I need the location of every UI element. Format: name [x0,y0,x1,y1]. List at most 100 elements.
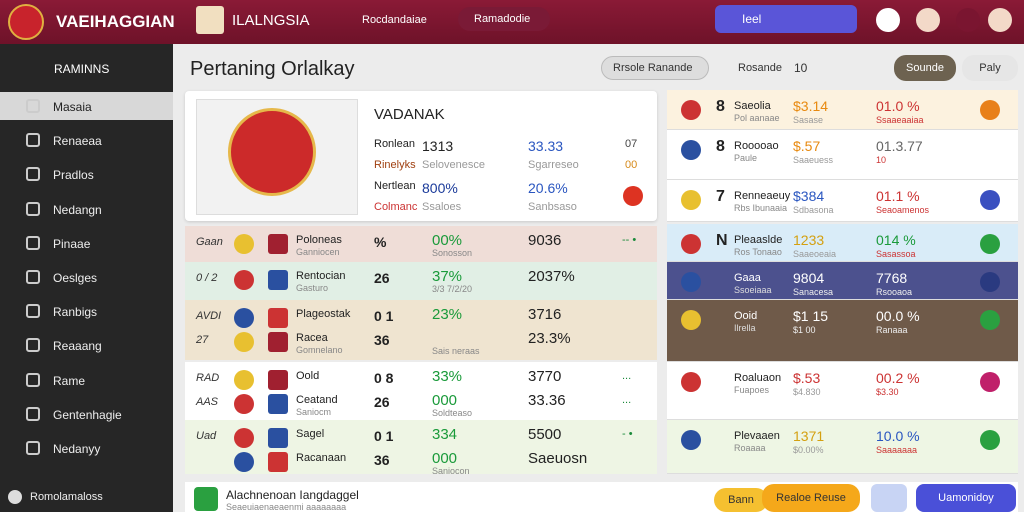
ranking-row [667,224,1018,262]
ranking-name[interactable]: Renneaeuy [734,190,791,202]
header-icon[interactable] [876,8,900,32]
ranking-badge[interactable] [980,100,1000,120]
match-row [185,362,657,420]
ranking-value: $1 15 [793,308,829,324]
sidebar-item[interactable]: Reaaang [53,339,102,354]
match-value: 23.3% [528,330,571,347]
ranking-row [667,130,1018,180]
ranking-logo [681,430,701,450]
footer-icon[interactable] [871,484,907,512]
search-text: Ieel [742,12,762,26]
ranking-sub: Rbs Ibunaaia [734,203,788,213]
team-logo [234,394,254,414]
check-icon [194,487,218,511]
team-logo [234,270,254,290]
sidebar-item[interactable]: Masaia [53,100,92,114]
sidebar-item[interactable]: Nedangn [53,202,102,217]
team-sub: Gasturo [296,283,329,293]
team-name[interactable]: Racea [296,332,328,344]
ranking-pct-sub: Rsooaoa [876,287,913,297]
header-icon[interactable] [916,8,940,32]
search[interactable] [715,5,857,33]
ranking-name[interactable]: Pleaaslde [734,234,783,246]
footer-badge[interactable]: Bann [714,488,768,512]
team-logo [268,428,288,448]
ranking-value: 1233 [793,232,825,248]
trend: ... [622,394,632,406]
ranking-name[interactable]: Plevaaen [734,430,780,442]
sidebar-item[interactable]: Ranbigs [53,305,98,320]
score: 0 1 [374,308,394,324]
ranking-badge[interactable] [980,430,1000,450]
ranking-name[interactable]: Ooid [734,310,758,322]
ranking-logo [681,310,701,330]
match-value: Saeuosn [528,450,588,467]
team-name[interactable]: Rentocian [296,270,346,282]
ranking-name[interactable]: Rooooao [734,140,779,152]
team-name[interactable]: Sagel [296,428,325,440]
ranking-value: $384 [793,188,825,204]
sidebar-item[interactable]: Pradlos [53,168,94,183]
ranking-sub: Paule [734,153,758,163]
nav-item[interactable]: Ramadodie [474,13,531,25]
pct: 000 [432,392,458,409]
sidebar-item[interactable]: Renaeaa [53,134,102,149]
sidebar-item[interactable]: Gentenhagie [53,407,122,422]
pct: 23% [432,306,463,323]
ranking-value-sub: $0.00% [793,445,824,455]
footer-subtitle: Seaeuiaenaeaenmi aaaaaaaa [226,502,347,512]
ranking-name[interactable]: Gaaa [734,272,761,284]
sidebar-item[interactable]: Nedanyy [53,442,101,456]
sidebar-footer-icon [8,490,22,504]
sidebar-item[interactable]: Oeslges [53,271,98,285]
team-logo [268,370,288,390]
team-logo [268,394,288,414]
tab-icon [196,6,224,34]
ranking-num: 7 [716,188,725,205]
ranking-value-sub: Sanacesa [793,287,834,297]
ranking-pct-sub: Ssaaeaaiaa [876,115,924,125]
sidebar-item[interactable]: Pinaae [53,236,91,251]
team-name[interactable]: Racanaan [296,452,347,464]
footer-primary[interactable]: Uamonidoy [916,484,1016,512]
ranking-badge[interactable] [980,234,1000,254]
team-name[interactable]: Poloneas [296,234,342,246]
featured-cell: 1313 [422,138,454,154]
featured-cell: Ssaloes [422,201,462,213]
header-icon[interactable] [956,8,980,32]
sidebar-footer[interactable]: Romolamaloss [30,491,103,503]
sidebar-icon [26,441,40,455]
ranking-row [667,362,1018,420]
team-name[interactable]: Oold [296,370,320,382]
ranking-badge[interactable] [980,190,1000,210]
primary-button[interactable]: Sounde [894,55,956,81]
secondary-button[interactable]: Paly [962,55,1018,81]
ranking-pct: 01.0 % [876,98,920,114]
team-code: RAD [196,372,220,384]
footer-action[interactable]: Realoe Reuse [762,484,860,512]
sort[interactable]: Rosande [738,62,783,74]
count: 10 [794,61,808,75]
ranking-badge[interactable] [980,272,1000,292]
ranking-name[interactable]: Saeolia [734,100,771,112]
ranking-name[interactable]: Roaluaon [734,372,782,384]
nav-item[interactable]: Rocdandaiae [362,14,427,26]
team-name[interactable]: Plageostak [296,308,351,320]
ranking-badge[interactable] [980,310,1000,330]
ranking-badge[interactable] [980,372,1000,392]
filter[interactable] [601,56,709,80]
ranking-pct-sub: Saaaaaaa [876,445,918,455]
pct: 00% [432,232,463,249]
sidebar-item[interactable]: Rame [53,373,86,388]
featured-cell: Sanbsaso [528,201,577,213]
featured-badge [623,186,643,206]
ranking-badge[interactable] [980,140,1000,160]
ranking-pct: 00.2 % [876,370,920,386]
ranking-num: N [716,232,728,249]
team-name[interactable]: Ceatand [296,394,338,406]
tab[interactable]: ILALNGSIA [232,12,310,29]
ranking-row [667,180,1018,222]
header-icon[interactable] [988,8,1012,32]
score: 0 8 [374,370,394,386]
ranking-sub: Ros Tonaao [734,247,782,257]
